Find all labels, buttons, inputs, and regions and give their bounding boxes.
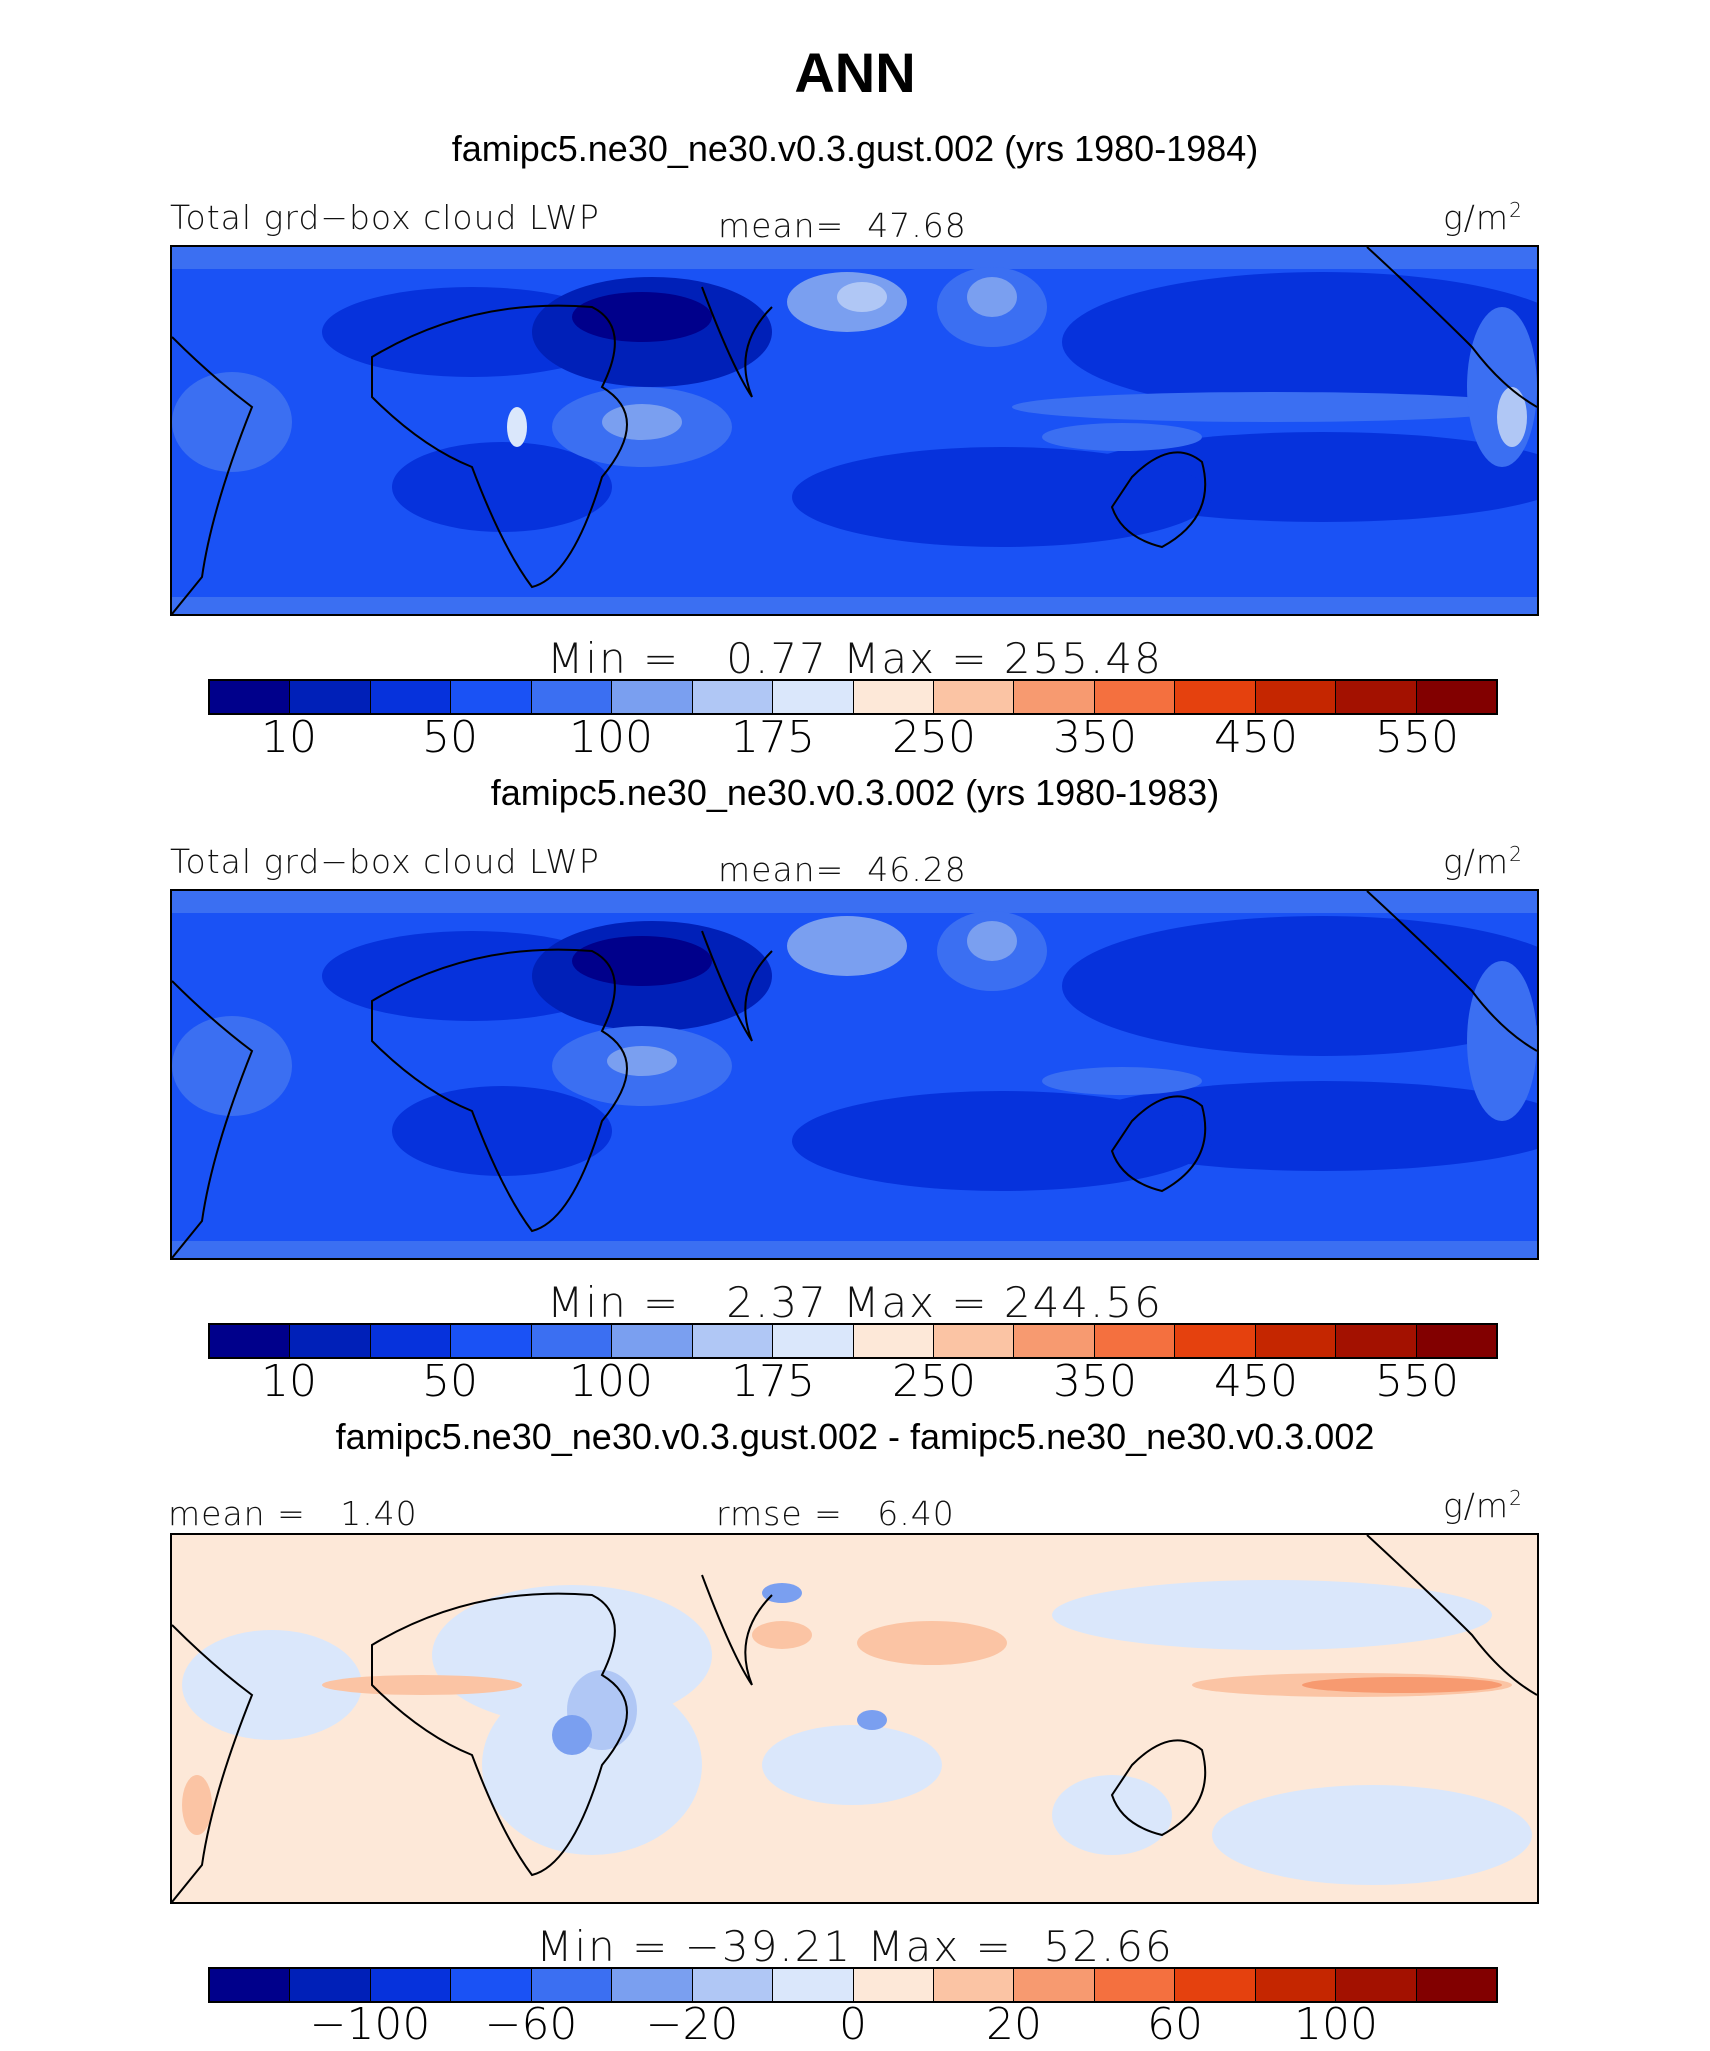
panel-1-tick-label: 175	[731, 712, 815, 763]
panel-2-colorbar	[208, 1323, 1498, 1359]
panel-2-tick-label: 10	[261, 1356, 317, 1407]
panel-2-units-label: g/m2	[1443, 842, 1523, 881]
panel-1-tick-label: 50	[422, 712, 478, 763]
panel-3-units-label: g/m2	[1443, 1486, 1523, 1525]
panel-3-rmse-label: rmse = 6.40	[716, 1494, 955, 1533]
panel-3-tick-label: 0	[839, 1999, 867, 2050]
panel-1-tick-label: 10	[261, 712, 317, 763]
panel-2-map	[170, 889, 1539, 1260]
panel-1-tick-label: 450	[1214, 712, 1298, 763]
panel-1-minmax: Min = 0.77 Max = 255.48	[547, 634, 1163, 683]
page-title: ANN	[794, 41, 916, 104]
panel-2-tick-label: 550	[1375, 1356, 1459, 1407]
panel-1-tick-label: 100	[569, 712, 653, 763]
panel-1-map	[170, 245, 1539, 616]
panel-1-case-title: famipc5.ne30_ne30.v0.3.gust.002 (yrs 198…	[451, 128, 1259, 169]
panel-2-minmax: Min = 2.37 Max = 244.56	[547, 1278, 1163, 1327]
panel-3-tick-label: −100	[309, 1999, 431, 2050]
panel-1-units-label: g/m2	[1443, 198, 1523, 237]
panel-3-tick-label: 100	[1294, 1999, 1378, 2050]
panel-2-mean-label: mean= 46.28	[718, 850, 967, 889]
panel-3-minmax: Min = −39.21 Max = 52.66	[536, 1922, 1174, 1971]
panel-2-tick-label: 450	[1214, 1356, 1298, 1407]
panel-2-tick-label: 175	[731, 1356, 815, 1407]
panel-2-case-title: famipc5.ne30_ne30.v0.3.002 (yrs 1980-198…	[490, 772, 1220, 813]
panel-2-tick-label: 100	[569, 1356, 653, 1407]
panel-3-colorbar	[208, 1967, 1498, 2003]
panel-1-tick-label: 350	[1053, 712, 1137, 763]
panel-3-case-title: famipc5.ne30_ne30.v0.3.gust.002 - famipc…	[335, 1416, 1375, 1457]
panel-2-tick-label: 350	[1053, 1356, 1137, 1407]
panel-3-tick-label: −60	[484, 1999, 578, 2050]
panel-3-tick-label: 60	[1147, 1999, 1203, 2050]
panel-3-map	[170, 1533, 1539, 1904]
panel-1-mean-label: mean= 47.68	[718, 206, 967, 245]
panel-2-tick-label: 50	[422, 1356, 478, 1407]
panel-1-variable-label: Total grd−box cloud LWP	[170, 198, 600, 237]
panel-1-tick-label: 550	[1375, 712, 1459, 763]
panel-1-colorbar	[208, 679, 1498, 715]
panel-2-variable-label: Total grd−box cloud LWP	[170, 842, 600, 881]
panel-3-mean-label: mean = 1.40	[168, 1494, 418, 1533]
panel-2-tick-label: 250	[892, 1356, 976, 1407]
panel-1-tick-label: 250	[892, 712, 976, 763]
panel-3-tick-label: −20	[645, 1999, 739, 2050]
panel-3-tick-label: 20	[986, 1999, 1042, 2050]
